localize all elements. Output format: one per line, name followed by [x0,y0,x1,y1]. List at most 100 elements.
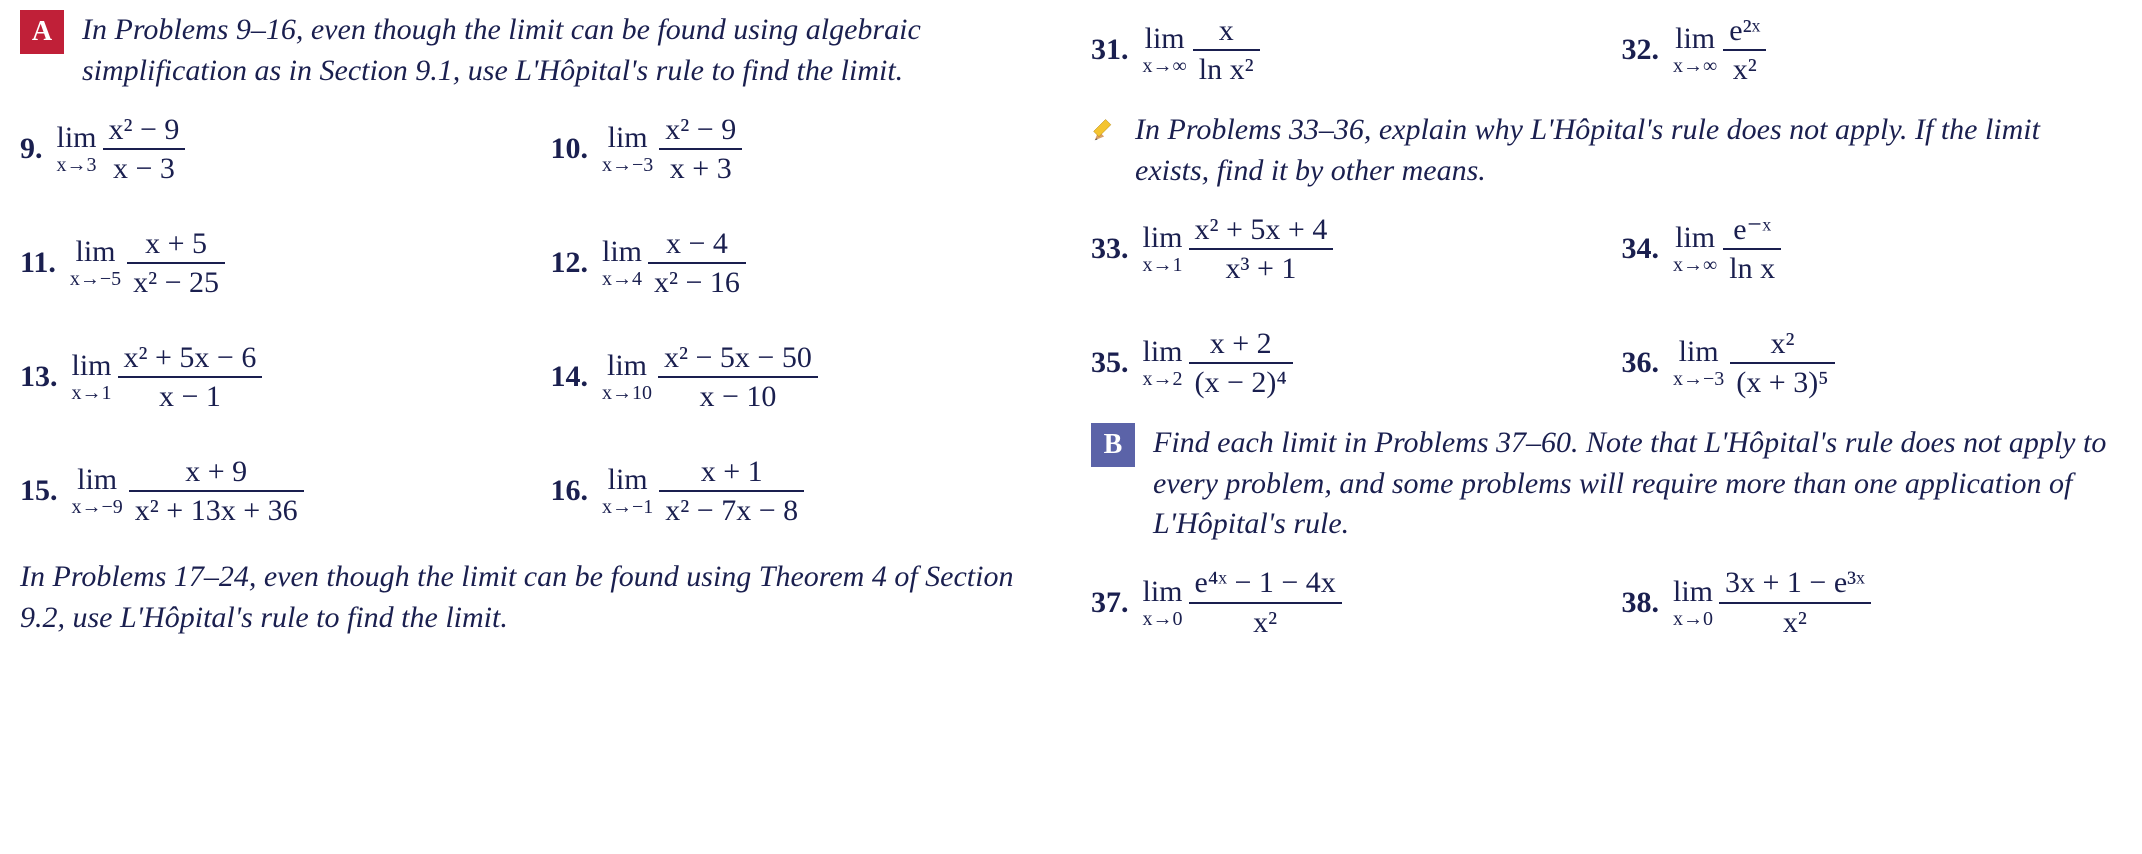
mid-left-text: In Problems 17–24, even though the limit… [20,557,1041,638]
lim-sub: x→1 [72,383,112,403]
problem-35: 35. limx→2 x + 2 (x − 2)⁴ [1091,323,1582,403]
problem-number: 9. [20,132,43,166]
lim-sub: x→1 [1143,255,1183,275]
problem-15: 15. limx→−9 x + 9x² + 13x + 36 [20,451,511,531]
denominator: x² − 25 [127,267,225,299]
problem-number: 13. [20,360,58,394]
lim-label: lim [1143,337,1183,367]
problem-31: 31. limx→∞ xln x² [1091,10,1582,90]
lim-sub: x→0 [1673,609,1713,629]
numerator: x² [1764,328,1800,360]
lim-label: lim [1145,24,1185,54]
denominator: x³ + 1 [1219,253,1302,285]
problem-9: 9. limx→3 x² − 9 x − 3 [20,109,511,189]
denominator: x + 3 [664,153,738,185]
numerator: 3x + 1 − e³ˣ [1719,567,1871,599]
problem-13: 13. limx→1 x² + 5x − 6x − 1 [20,337,511,417]
denominator: x² [1727,54,1763,86]
problem-number: 31. [1091,33,1129,67]
problem-34: 34. limx→∞ e⁻ˣ ln x [1622,209,2113,289]
problem-37: 37. limx→0 e⁴ˣ − 1 − 4x x² [1091,563,1582,643]
denominator: x² − 7x − 8 [659,495,804,527]
pencil-icon [1091,114,1121,144]
problem-number: 36. [1622,346,1660,380]
lim-label: lim [1143,223,1183,253]
numerator: x² + 5x − 6 [118,342,263,374]
section-b-text: Find each limit in Problems 37–60. Note … [1153,423,2112,545]
lim-sub: x→∞ [1673,56,1717,76]
numerator: x + 2 [1204,328,1278,360]
denominator: x² − 16 [648,267,746,299]
lim-label: lim [1675,223,1715,253]
numerator: x² − 9 [659,114,742,146]
problem-number: 32. [1622,33,1660,67]
section-a-badge: A [20,10,64,54]
problem-10: 10. limx→−3 x² − 9x + 3 [551,109,1042,189]
problem-number: 10. [551,132,589,166]
numerator: x² − 5x − 50 [658,342,818,374]
section-b-badge: B [1091,423,1135,467]
lim-label: lim [72,351,112,381]
problem-number: 12. [551,246,589,280]
problem-number: 14. [551,360,589,394]
problems-33-36-grid: 33. limx→1 x² + 5x + 4x³ + 1 34. limx→∞ … [1091,209,2112,403]
numerator: x − 4 [660,228,734,260]
problem-12: 12. limx→4 x − 4 x² − 16 [551,223,1042,303]
section-a-text: In Problems 9–16, even though the limit … [82,10,1041,91]
denominator: (x − 2)⁴ [1189,367,1293,399]
problems-9-16-grid: 9. limx→3 x² − 9x − 3 10. limx→−3 x² − 9… [20,109,1041,531]
numerator: x² − 9 [103,114,186,146]
denominator: x² [1247,607,1283,639]
problem-number: 15. [20,474,58,508]
numerator: e⁴ˣ − 1 − 4x [1189,567,1342,599]
section-a-instruction: A In Problems 9–16, even though the limi… [20,10,1041,91]
lim-label: lim [602,237,642,267]
problems-37-38-grid: 37. limx→0 e⁴ˣ − 1 − 4xx² 38. limx→0 3x … [1091,563,2112,643]
pencil-instruction: In Problems 33–36, explain why L'Hôpital… [1091,110,2112,191]
numerator: x + 9 [179,456,253,488]
lim-label: lim [1673,577,1713,607]
problem-number: 34. [1622,232,1660,266]
denominator: x² [1777,607,1813,639]
mid-left-instruction: In Problems 17–24, even though the limit… [20,557,1041,638]
problem-36: 36. limx→−3 x² (x + 3)⁵ [1622,323,2113,403]
page: A In Problems 9–16, even though the limi… [0,0,2142,854]
pencil-instruction-text: In Problems 33–36, explain why L'Hôpital… [1135,110,2112,191]
lim-sub: x→−3 [1673,369,1724,389]
lim-sub: x→−5 [70,269,121,289]
lim-sub: x→4 [602,269,642,289]
right-column: 31. limx→∞ xln x² 32. limx→∞ e²ˣx² [1091,10,2112,844]
problem-number: 11. [20,246,56,280]
lim-label: lim [1143,577,1183,607]
lim-sub: x→∞ [1673,255,1717,275]
denominator: (x + 3)⁵ [1730,367,1834,399]
problem-number: 35. [1091,346,1129,380]
denominator: x² + 13x + 36 [129,495,304,527]
problem-11: 11. limx→−5 x + 5 x² − 25 [20,223,511,303]
lim-sub: x→0 [1143,609,1183,629]
lim-label: lim [75,237,115,267]
lim-sub: x→−1 [602,497,653,517]
denominator: x − 3 [107,153,181,185]
lim-label: lim [1675,24,1715,54]
numerator: x + 5 [139,228,213,260]
lim-label: lim [1679,337,1719,367]
numerator: e⁻ˣ [1727,214,1777,246]
lim-sub: x→−9 [72,497,123,517]
problem-number: 38. [1622,586,1660,620]
problem-number: 37. [1091,586,1129,620]
problem-38: 38. limx→0 3x + 1 − e³ˣ x² [1622,563,2113,643]
problem-number: 16. [551,474,589,508]
lim-label: lim [608,465,648,495]
denominator: ln x [1723,253,1781,285]
lim-sub: x→3 [57,155,97,175]
lim-sub: x→10 [602,383,652,403]
lim-label: lim [57,123,97,153]
lim-sub: x→2 [1143,369,1183,389]
problems-31-32-grid: 31. limx→∞ xln x² 32. limx→∞ e²ˣx² [1091,10,2112,90]
lim-label: lim [607,351,647,381]
numerator: e²ˣ [1723,15,1766,47]
numerator: x² + 5x + 4 [1189,214,1334,246]
lim-label: lim [608,123,648,153]
denominator: x − 10 [693,381,782,413]
